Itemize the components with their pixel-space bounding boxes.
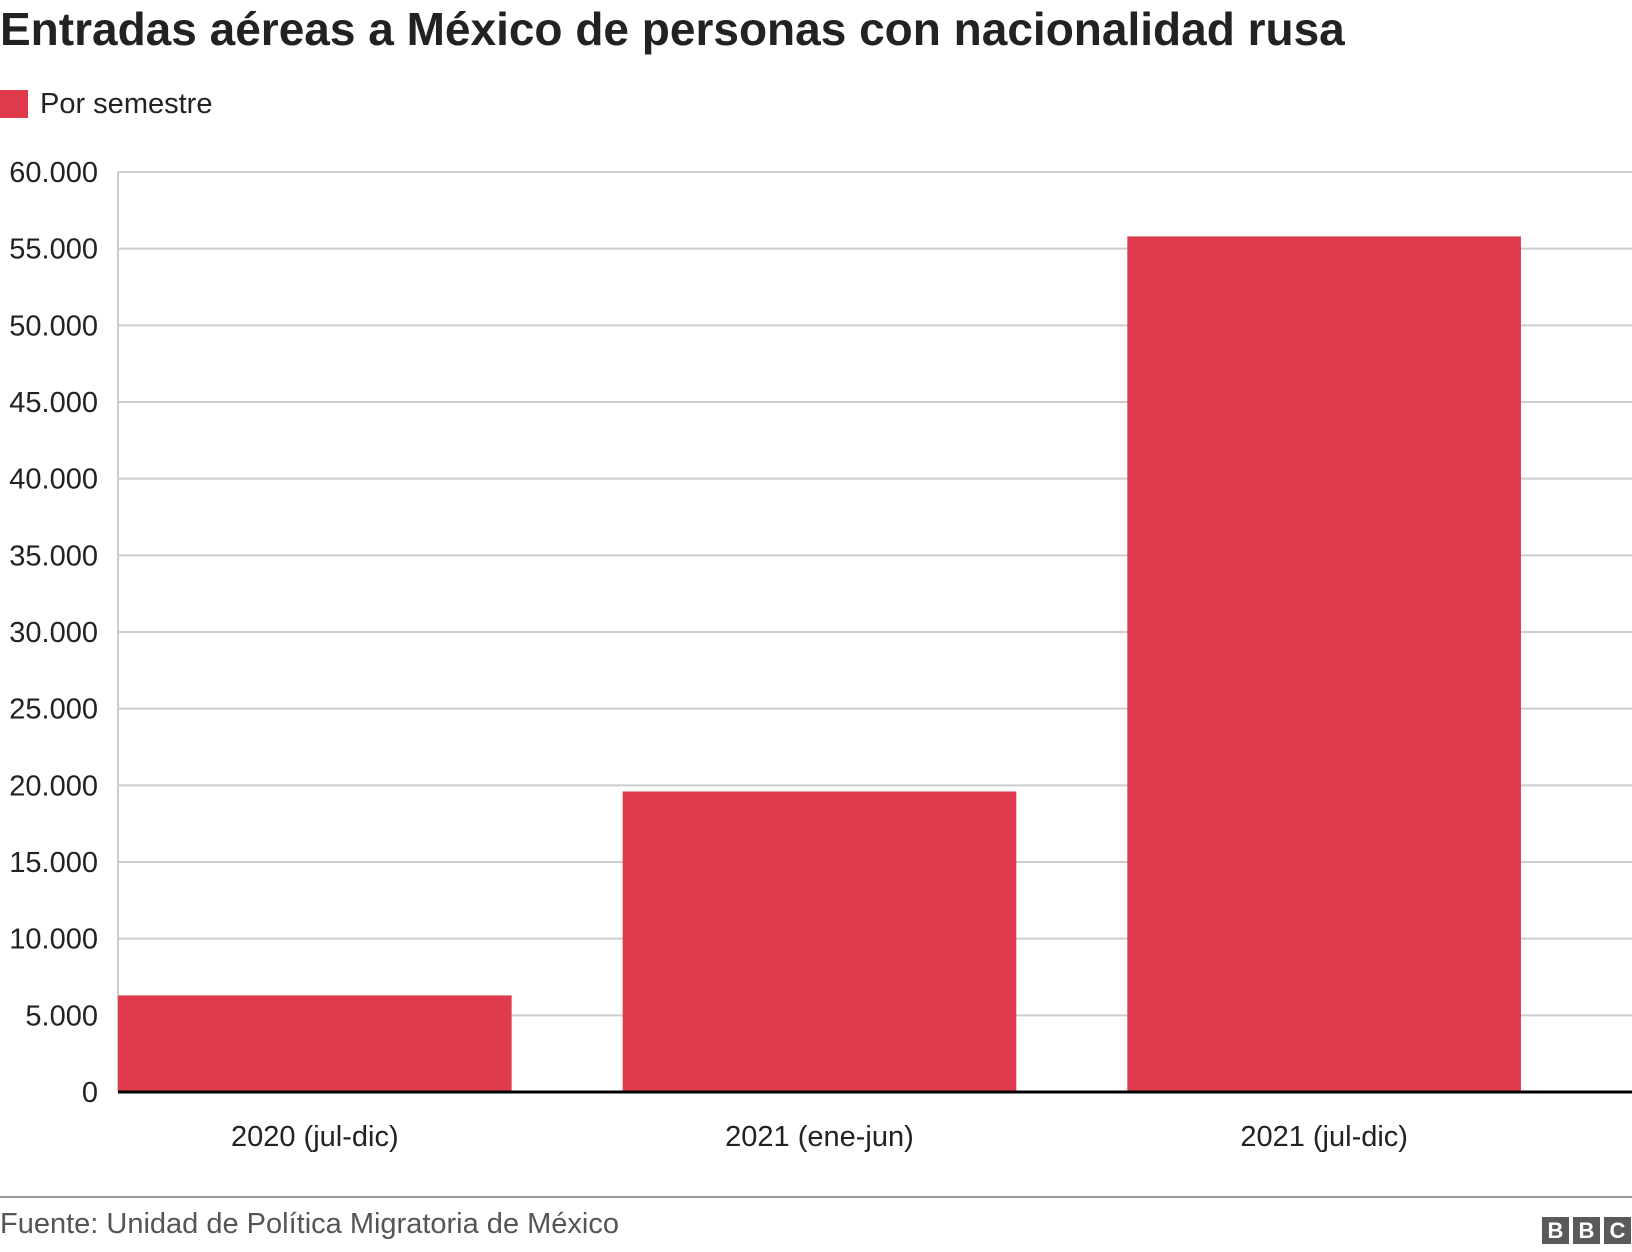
legend: Por semestre: [0, 88, 212, 120]
y-axis-tick-labels: 0 5.000 10.000 15.000 20.000 25.000 30.000 35.0…: [9, 157, 98, 1109]
y-tick-label: 60.000: [9, 157, 98, 189]
chart-title: Entradas aéreas a México de personas con…: [0, 3, 1345, 55]
bar: [1127, 236, 1521, 1092]
source-note: Fuente: Unidad de Política Migratoria de…: [0, 1208, 619, 1240]
bbc-logo-letter: C: [1604, 1217, 1631, 1244]
legend-swatch: [0, 90, 28, 118]
legend-label: Por semestre: [40, 87, 213, 120]
y-tick-label: 40.000: [9, 464, 98, 496]
y-tick-label: 30.000: [9, 617, 98, 649]
y-tick-label: 50.000: [9, 310, 98, 342]
footer-divider: [0, 1196, 1632, 1198]
x-tick-label: 2020 (jul-dic): [231, 1121, 399, 1153]
y-tick-label: 25.000: [9, 694, 98, 726]
y-tick-label: 0: [82, 1077, 98, 1109]
bars: [118, 236, 1521, 1092]
x-tick-label: 2021 (jul-dic): [1240, 1121, 1408, 1153]
bbc-logo-letter: B: [1573, 1217, 1600, 1244]
y-tick-label: 35.000: [9, 540, 98, 572]
y-tick-label: 15.000: [9, 847, 98, 879]
bar: [622, 791, 1017, 1092]
bar: [118, 995, 512, 1092]
y-tick-label: 5.000: [25, 1000, 98, 1032]
y-tick-label: 20.000: [9, 770, 98, 802]
x-tick-label: 2021 (ene-jun): [725, 1121, 914, 1153]
y-tick-label: 55.000: [9, 234, 98, 266]
y-tick-label: 10.000: [9, 924, 98, 956]
bbc-logo: B B C: [1542, 1217, 1631, 1244]
x-axis-tick-labels: 2020 (jul-dic) 2021 (ene-jun) 2021 (jul-di…: [231, 1121, 1408, 1153]
bar-chart: 0 5.000 10.000 15.000 20.000 25.000 30.000 35.0…: [9, 157, 1632, 1153]
y-tick-label: 45.000: [9, 387, 98, 419]
bbc-logo-letter: B: [1542, 1217, 1569, 1244]
